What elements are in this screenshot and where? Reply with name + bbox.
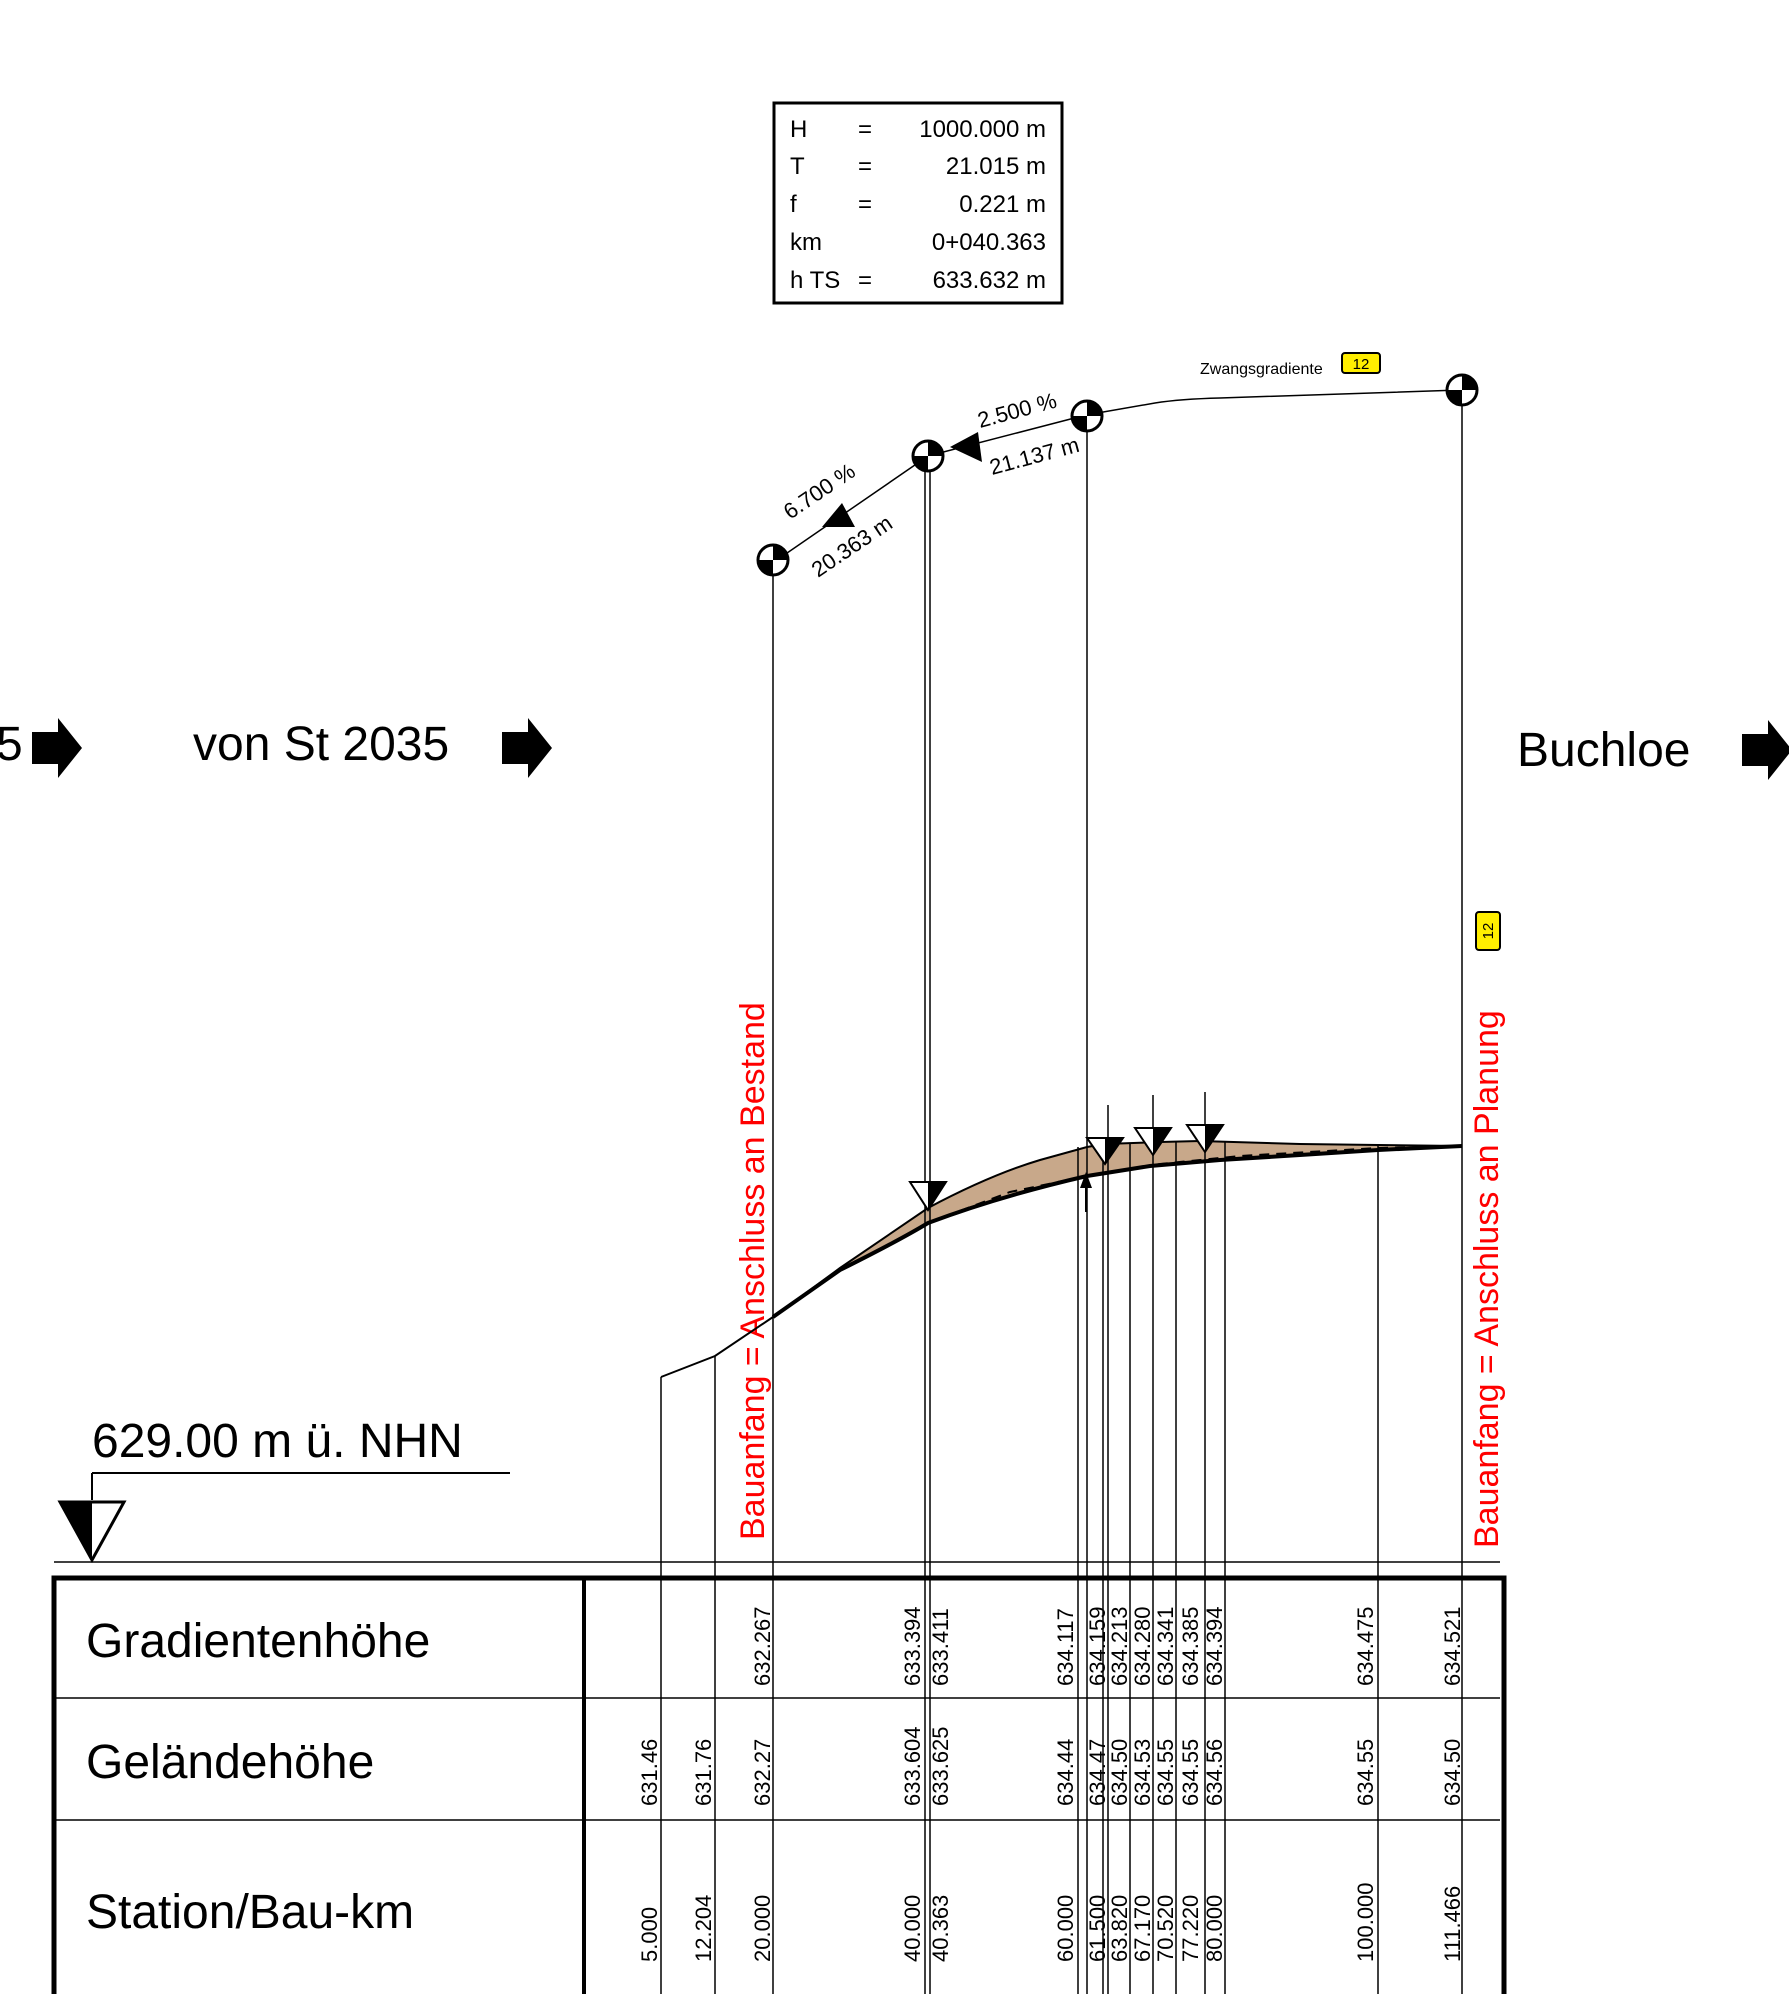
station-value: 70.520 xyxy=(1153,1895,1178,1962)
direction-arrow-icon xyxy=(1742,720,1789,780)
earthwork-fill xyxy=(773,1141,1462,1317)
row-label-gradient: Gradientenhöhe xyxy=(86,1615,430,1668)
construction-end-note: Bauanfang = Anschluss an Planung xyxy=(1468,1010,1506,1548)
curve-parameter-box: H = 1000.000 m T = 21.015 m f = 0.221 m … xyxy=(772,101,1064,305)
curve-row-name: H xyxy=(790,116,807,143)
station-value: 77.220 xyxy=(1178,1895,1203,1962)
curve-row-eq: = xyxy=(858,116,872,143)
terrain-height-value: 634.50 xyxy=(1440,1739,1465,1806)
station-value: 20.000 xyxy=(750,1895,775,1962)
station-value: 67.170 xyxy=(1130,1895,1155,1962)
station-value: 40.363 xyxy=(928,1895,953,1962)
point-markers xyxy=(908,1124,1225,1212)
curve-row-value: 0.221 m xyxy=(959,191,1046,218)
right-note-badge-text: 12 xyxy=(1480,923,1497,940)
terrain-height-value: 634.55 xyxy=(1178,1739,1203,1806)
tangent-point-icon xyxy=(756,543,790,577)
profile-table: Gradientenhöhe Geländehöhe Station/Bau-k… xyxy=(51,1575,1507,1994)
tangent-point-markers xyxy=(756,373,1479,577)
station-value: 111.466 xyxy=(1440,1886,1465,1962)
datum-label: 629.00 m ü. NHN xyxy=(92,1415,463,1468)
curve-row-name: T xyxy=(790,153,805,180)
gradient-height-value: 633.411 xyxy=(928,1608,953,1686)
curve-row-eq: = xyxy=(858,191,872,218)
tangent-polygon xyxy=(773,389,1461,563)
gradient-height-value: 634.394 xyxy=(1202,1606,1227,1686)
from-road-label: von St 2035 xyxy=(193,718,449,771)
slope-arrow-icon xyxy=(822,503,855,527)
gradient-height-value: 632.267 xyxy=(750,1606,775,1686)
tangent-point-icon xyxy=(1070,399,1104,433)
gradient-height-value: 634.341 xyxy=(1153,1606,1178,1686)
gradient-line xyxy=(771,1144,1463,1319)
station-value: 61.500 xyxy=(1085,1895,1110,1962)
station-value: 40.000 xyxy=(900,1895,925,1962)
station-value: 60.000 xyxy=(1053,1895,1078,1962)
curve-row-eq: = xyxy=(858,153,872,180)
station-value: 63.820 xyxy=(1107,1895,1132,1962)
up-arrow-icon xyxy=(1080,1172,1092,1188)
row-label-terrain: Geländehöhe xyxy=(86,1736,374,1789)
terrain-height-value: 633.625 xyxy=(928,1726,953,1806)
curve-row-name: f xyxy=(790,191,797,218)
curve-row-value: 0+040.363 xyxy=(932,229,1046,256)
tangent-point-icon xyxy=(911,439,945,473)
zwang-badge: 12 xyxy=(1341,352,1381,374)
to-town-label: Buchloe xyxy=(1517,724,1690,777)
terrain-height-value: 633.604 xyxy=(900,1726,925,1806)
slope2-length-label: 21.137 m xyxy=(987,432,1082,480)
station-value: 12.204 xyxy=(691,1895,716,1962)
curve-row-name: h TS xyxy=(790,267,840,294)
dashed-reference-line xyxy=(927,1145,1463,1224)
terrain-height-value: 631.76 xyxy=(691,1739,716,1806)
gradient-height-value: 634.475 xyxy=(1353,1606,1378,1686)
terrain-height-value: 632.27 xyxy=(750,1739,775,1806)
terrain-height-value: 634.44 xyxy=(1053,1739,1078,1806)
gradient-height-value: 634.213 xyxy=(1107,1606,1132,1686)
slope2-percent-label: 2.500 % xyxy=(975,388,1059,433)
station-value: 5.000 xyxy=(637,1907,662,1962)
row-label-station: Station/Bau-km xyxy=(86,1886,414,1939)
slope1-length-label: 20.363 m xyxy=(807,510,897,582)
station-value: 80.000 xyxy=(1202,1895,1227,1962)
station-value: 100.000 xyxy=(1353,1882,1378,1962)
curve-row-value: 21.015 m xyxy=(946,153,1046,180)
partial-direction-label: 5 xyxy=(0,718,23,771)
zwangsgradiente-label: Zwangsgradiente xyxy=(1200,361,1323,378)
gradient-height-value: 634.385 xyxy=(1178,1606,1203,1686)
gradient-height-value: 634.117 xyxy=(1053,1608,1078,1686)
terrain-height-value: 634.55 xyxy=(1153,1739,1178,1806)
direction-labels: 5 von St 2035 Buchloe xyxy=(0,718,1789,780)
terrain-height-value: 634.55 xyxy=(1353,1739,1378,1806)
curve-row-eq: = xyxy=(858,267,872,294)
curve-row-value: 633.632 m xyxy=(933,267,1046,294)
right-note-badge: 12 xyxy=(1475,911,1501,951)
slope-arrow-icon xyxy=(950,432,982,462)
terrain-height-value: 634.50 xyxy=(1107,1739,1132,1806)
direction-arrow-icon xyxy=(502,718,552,778)
gradient-height-value: 633.394 xyxy=(900,1606,925,1686)
terrain-height-value: 634.47 xyxy=(1085,1739,1110,1806)
gradient-height-value: 634.280 xyxy=(1130,1606,1155,1686)
gradient-height-value: 634.159 xyxy=(1085,1606,1110,1686)
gradient-height-value: 634.521 xyxy=(1440,1606,1465,1686)
direction-arrow-icon xyxy=(32,718,82,778)
curve-row-name: km xyxy=(790,229,822,256)
tangent-point-icon xyxy=(1445,373,1479,407)
terrain-height-value: 634.56 xyxy=(1202,1739,1227,1806)
zwang-badge-text: 12 xyxy=(1353,356,1370,373)
datum-marker: 629.00 m ü. NHN xyxy=(54,1415,1500,1564)
construction-start-note: Bauanfang = Anschluss an Bestand xyxy=(734,1002,772,1540)
terrain-height-value: 634.53 xyxy=(1130,1739,1155,1806)
curve-row-value: 1000.000 m xyxy=(919,116,1046,143)
station-lines xyxy=(660,405,1463,1994)
terrain-height-value: 631.46 xyxy=(637,1739,662,1806)
